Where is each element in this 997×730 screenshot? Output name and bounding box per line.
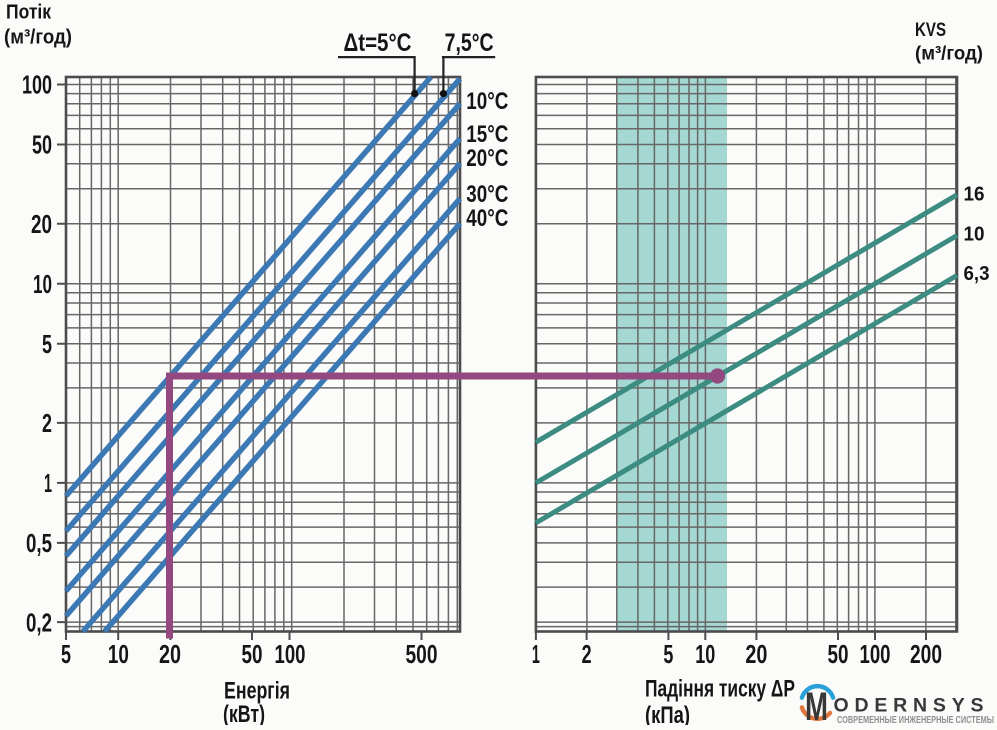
svg-text:20: 20 <box>745 639 767 669</box>
svg-text:10: 10 <box>108 639 129 669</box>
svg-text:15°C: 15°C <box>466 121 508 148</box>
svg-text:100: 100 <box>860 639 891 669</box>
svg-text:20°C: 20°C <box>466 145 508 172</box>
svg-text:10: 10 <box>964 224 985 246</box>
svg-text:1: 1 <box>532 639 540 669</box>
svg-text:M: M <box>805 685 828 725</box>
svg-text:5: 5 <box>663 639 673 669</box>
svg-text:2: 2 <box>42 408 52 438</box>
svg-text:5: 5 <box>42 329 52 359</box>
svg-text:1: 1 <box>44 468 52 498</box>
svg-text:СОВРЕМЕННЫЕ ИНЖЕНЕРНЫЕ СИСТЕМЫ: СОВРЕМЕННЫЕ ИНЖЕНЕРНЫЕ СИСТЕМЫ <box>837 715 994 725</box>
svg-text:30°C: 30°C <box>466 181 508 208</box>
svg-text:(м³/год): (м³/год) <box>4 27 72 49</box>
svg-text:50: 50 <box>242 639 263 669</box>
svg-text:10: 10 <box>33 269 52 299</box>
svg-text:(кПа): (кПа) <box>645 702 690 725</box>
svg-text:7,5°C: 7,5°C <box>445 29 494 57</box>
svg-text:ODERNSYS: ODERNSYS <box>834 694 990 716</box>
svg-text:16: 16 <box>964 184 985 206</box>
svg-text:20: 20 <box>31 209 52 239</box>
svg-text:KVS: KVS <box>915 20 946 41</box>
svg-text:50: 50 <box>32 130 52 160</box>
svg-text:200: 200 <box>910 639 942 669</box>
svg-text:0,5: 0,5 <box>26 528 52 558</box>
svg-text:6,3: 6,3 <box>964 263 990 285</box>
svg-text:20: 20 <box>159 639 181 669</box>
svg-text:50: 50 <box>828 639 849 669</box>
svg-text:40°C: 40°C <box>466 205 508 232</box>
svg-text:Потік: Потік <box>6 2 52 24</box>
svg-text:100: 100 <box>275 639 306 669</box>
svg-text:500: 500 <box>406 639 438 669</box>
svg-text:2: 2 <box>582 639 592 669</box>
svg-text:Δt=5°C: Δt=5°C <box>344 29 412 57</box>
svg-text:(м³/год): (м³/год) <box>915 44 983 65</box>
svg-text:0,2: 0,2 <box>26 607 52 637</box>
svg-text:(кВт): (кВт) <box>223 701 265 725</box>
svg-text:10°C: 10°C <box>466 88 508 115</box>
svg-text:Падіння тиску ΔP: Падіння тиску ΔP <box>645 676 795 703</box>
svg-text:10: 10 <box>695 639 715 669</box>
svg-text:5: 5 <box>61 639 71 669</box>
svg-text:Енергія: Енергія <box>224 678 290 705</box>
svg-text:100: 100 <box>22 70 52 100</box>
